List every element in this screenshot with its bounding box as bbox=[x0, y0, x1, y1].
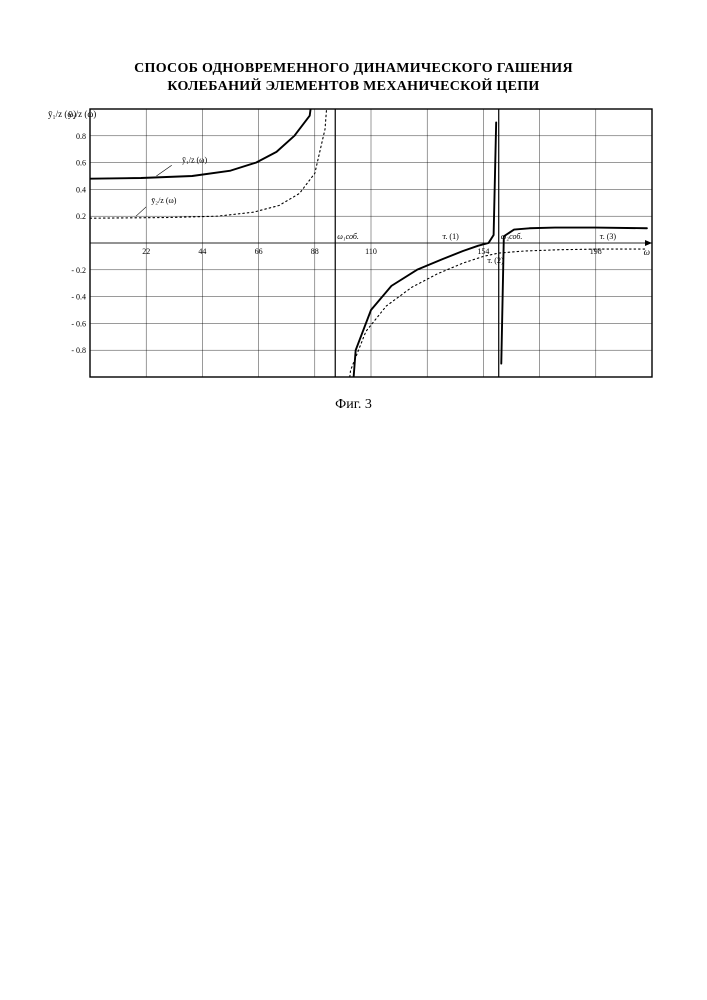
figure-title: СПОСОБ ОДНОВРЕМЕННОГО ДИНАМИЧЕСКОГО ГАШЕ… bbox=[0, 60, 707, 95]
title-line-2: КОЛЕБАНИЙ ЭЛЕМЕНТОВ МЕХАНИЧЕСКОЙ ЦЕПИ bbox=[167, 79, 539, 94]
line-chart: - 0.8 - 0.6 - 0.4 - 0.2 0.2 0.4 0.6 0.8 22 44 66 88… bbox=[44, 103, 664, 383]
svg-text:198: 198 bbox=[589, 247, 601, 256]
svg-text:- 0.2: - 0.2 bbox=[71, 266, 86, 275]
svg-text:ȳ₂/z (ω): ȳ₂/z (ω) bbox=[68, 109, 96, 119]
svg-text:0.8: 0.8 bbox=[76, 132, 86, 141]
svg-text:44: 44 bbox=[198, 247, 206, 256]
svg-text:ȳ₂/z (ω): ȳ₂/z (ω) bbox=[151, 196, 176, 205]
figure-caption: Фиг. 3 bbox=[0, 397, 707, 413]
svg-text:- 0.8: - 0.8 bbox=[71, 346, 86, 355]
svg-text:22: 22 bbox=[142, 247, 150, 256]
svg-text:ȳ₁/z (ω): ȳ₁/z (ω) bbox=[181, 156, 206, 165]
svg-text:т. (2): т. (2) bbox=[487, 256, 504, 265]
svg-text:110: 110 bbox=[365, 247, 377, 256]
svg-text:ω₂соб.: ω₂соб. bbox=[500, 232, 522, 241]
svg-text:66: 66 bbox=[254, 247, 262, 256]
svg-text:ω: ω bbox=[643, 247, 649, 257]
title-line-1: СПОСОБ ОДНОВРЕМЕННОГО ДИНАМИЧЕСКОГО ГАШЕ… bbox=[134, 61, 573, 76]
svg-text:154: 154 bbox=[477, 247, 489, 256]
chart-container: - 0.8 - 0.6 - 0.4 - 0.2 0.2 0.4 0.6 0.8 22 44 66 88… bbox=[44, 103, 664, 383]
svg-text:- 0.4: - 0.4 bbox=[71, 293, 86, 302]
svg-text:0.2: 0.2 bbox=[76, 212, 86, 221]
svg-text:0.4: 0.4 bbox=[76, 185, 86, 194]
page: СПОСОБ ОДНОВРЕМЕННОГО ДИНАМИЧЕСКОГО ГАШЕ… bbox=[0, 0, 707, 1000]
svg-text:88: 88 bbox=[310, 247, 318, 256]
svg-text:т. (3): т. (3) bbox=[599, 232, 616, 241]
svg-text:ω₁соб.: ω₁соб. bbox=[337, 232, 359, 241]
svg-text:- 0.6: - 0.6 bbox=[71, 319, 86, 328]
svg-text:0.6: 0.6 bbox=[76, 159, 86, 168]
svg-text:т. (1): т. (1) bbox=[442, 232, 459, 241]
